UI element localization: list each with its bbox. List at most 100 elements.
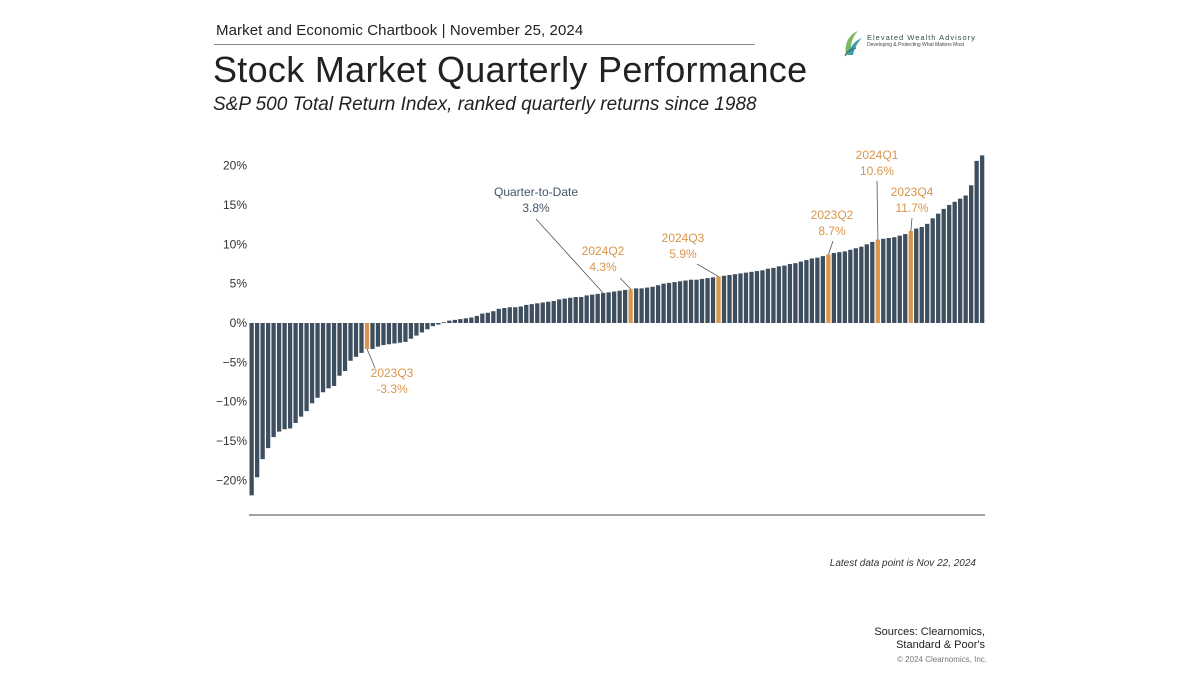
bar xyxy=(820,256,826,323)
bar xyxy=(557,299,562,323)
y-tick-label: 20% xyxy=(223,159,247,173)
y-tick-label: −20% xyxy=(216,473,247,487)
bar xyxy=(441,322,447,323)
bar xyxy=(276,323,282,432)
bar xyxy=(452,319,458,323)
bar xyxy=(622,289,628,323)
bar xyxy=(683,280,688,323)
bar xyxy=(886,238,891,323)
annotation-value: 8.7% xyxy=(818,224,846,238)
y-tick-label: −5% xyxy=(223,355,248,369)
bar xyxy=(271,323,276,438)
bar xyxy=(551,300,556,323)
bar xyxy=(298,323,304,417)
bar xyxy=(787,263,793,323)
sources-line-1: Sources: Clearnomics, xyxy=(874,626,985,638)
annotation-value: -3.3% xyxy=(376,382,408,396)
bar xyxy=(535,303,540,323)
bar xyxy=(375,323,381,347)
y-tick-label: 10% xyxy=(223,237,247,251)
bar xyxy=(721,275,727,323)
bar xyxy=(397,323,403,343)
bar xyxy=(293,323,298,423)
bar xyxy=(392,323,397,344)
annotation-leader-line xyxy=(910,217,913,231)
bar xyxy=(782,265,787,323)
bar xyxy=(754,271,760,323)
bar xyxy=(705,278,710,323)
bar xyxy=(595,293,600,323)
highlight-bar xyxy=(908,230,913,323)
bar xyxy=(326,323,331,389)
annotation-label: 2024Q1 xyxy=(856,148,899,162)
bar xyxy=(842,251,847,323)
bar xyxy=(798,261,804,323)
bar xyxy=(359,323,364,353)
annotation-leader-line xyxy=(696,263,719,277)
bar xyxy=(831,252,836,323)
leaf-logo-icon xyxy=(844,31,862,57)
bar xyxy=(688,279,694,323)
bar xyxy=(403,323,408,342)
bar xyxy=(309,323,315,404)
annotation-value: 4.3% xyxy=(589,260,617,274)
bar xyxy=(914,228,919,323)
bar xyxy=(804,260,809,323)
bar xyxy=(254,323,260,478)
bar xyxy=(765,268,771,323)
bar xyxy=(661,283,666,323)
bar xyxy=(947,204,952,323)
bar xyxy=(694,279,699,323)
bar xyxy=(903,234,908,323)
company-logo: Elevated Wealth Advisory Developing & Pr… xyxy=(842,29,982,57)
bar xyxy=(524,304,529,323)
y-tick-label: 15% xyxy=(223,198,247,212)
bar xyxy=(430,323,436,327)
bar xyxy=(793,263,798,323)
annotation-leader-line xyxy=(828,240,834,255)
bar xyxy=(579,297,584,323)
bar xyxy=(474,315,479,323)
bar xyxy=(337,323,342,376)
bar xyxy=(958,198,963,323)
annotation-value: 3.8% xyxy=(522,201,550,215)
annotation-leader-line xyxy=(876,180,879,240)
highlight-bar xyxy=(826,254,831,323)
bar xyxy=(408,323,414,339)
bar xyxy=(348,323,353,361)
copyright-note: © 2024 Clearnomics, Inc. xyxy=(897,655,987,664)
bar xyxy=(870,241,875,323)
y-tick-label: −10% xyxy=(216,395,247,409)
y-tick-label: −15% xyxy=(216,434,247,448)
bar xyxy=(853,248,858,324)
bar xyxy=(458,319,463,323)
bar xyxy=(732,274,738,323)
bar xyxy=(304,323,309,412)
bar xyxy=(848,249,853,323)
bar xyxy=(282,323,287,430)
highlight-bar xyxy=(628,289,633,323)
bar xyxy=(606,292,611,323)
bar xyxy=(952,201,957,323)
header-divider xyxy=(214,44,755,45)
bar xyxy=(507,307,512,323)
bar xyxy=(815,257,820,323)
bar xyxy=(287,323,293,429)
annotation-value: 5.9% xyxy=(669,247,697,261)
bar xyxy=(590,294,595,323)
bar xyxy=(386,323,392,345)
bar xyxy=(414,323,419,336)
bar xyxy=(771,267,776,323)
bar xyxy=(919,226,924,323)
annotation-value: 10.6% xyxy=(860,164,894,178)
bar xyxy=(529,304,534,323)
logo-name: Elevated Wealth Advisory xyxy=(867,33,976,42)
bar xyxy=(342,323,348,372)
bar xyxy=(419,323,425,333)
bar xyxy=(892,237,897,323)
bar xyxy=(540,302,545,323)
bar xyxy=(837,252,842,323)
bar xyxy=(974,160,979,323)
bar xyxy=(666,282,672,323)
